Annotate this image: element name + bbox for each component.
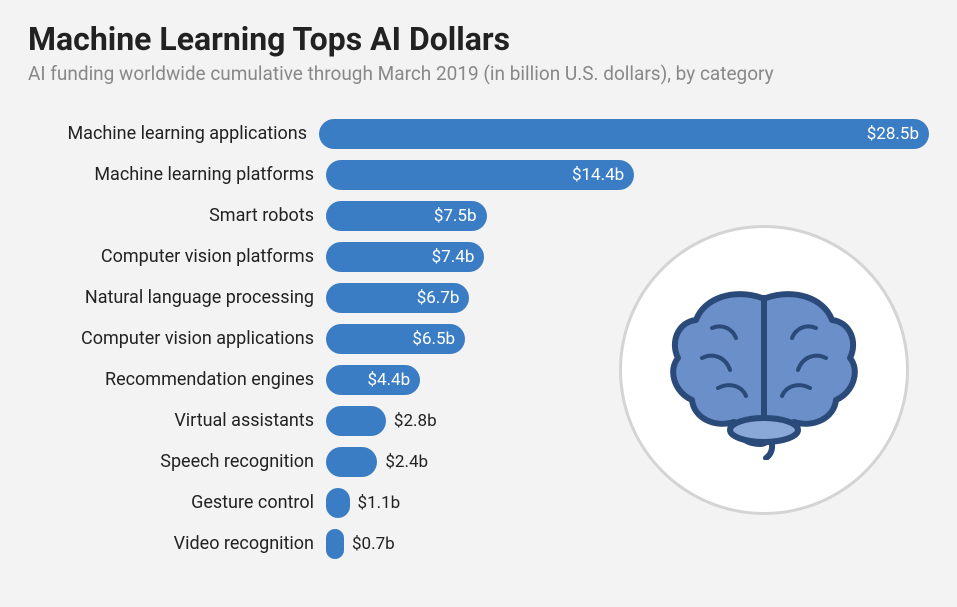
category-label: Virtual assistants [28,410,326,431]
bar: $6.5b [326,324,465,354]
chart-row: Machine learning applications $28.5b [28,113,929,154]
category-label: Machine learning applications [28,123,319,144]
brain-icon [664,280,864,460]
bar [326,406,386,436]
category-label: Computer vision applications [28,328,326,349]
bar: $7.5b [326,201,487,231]
bar-wrap: $7.5b [326,201,929,231]
value-label: $4.4b [367,370,410,390]
bar [326,529,344,559]
bar-wrap: $0.7b [326,529,929,559]
category-label: Smart robots [28,205,326,226]
value-label: $6.7b [417,288,460,308]
value-label: $14.4b [572,165,624,185]
bar: $28.5b [319,119,929,149]
chart-row: Machine learning platforms $14.4b [28,154,929,195]
chart-container: Machine Learning Tops AI Dollars AI fund… [0,0,957,607]
value-label: $2.8b [394,411,437,431]
category-label: Speech recognition [28,451,326,472]
category-label: Recommendation engines [28,369,326,390]
bar-wrap: $14.4b [326,160,929,190]
bar: $6.7b [326,283,469,313]
value-label: $2.4b [385,452,428,472]
brain-badge [619,225,909,515]
value-label: $6.5b [412,329,455,349]
category-label: Computer vision platforms [28,246,326,267]
category-label: Gesture control [28,492,326,513]
bar [326,488,350,518]
bar [326,447,377,477]
value-label: $28.5b [867,124,919,144]
bar: $14.4b [326,160,634,190]
value-label: $7.4b [432,247,475,267]
page-subtitle: AI funding worldwide cumulative through … [28,62,929,85]
value-label: $1.1b [358,493,401,513]
bar: $4.4b [326,365,420,395]
category-label: Machine learning platforms [28,164,326,185]
value-label: $7.5b [434,206,477,226]
chart-row: Video recognition $0.7b [28,523,929,564]
page-title: Machine Learning Tops AI Dollars [28,20,929,58]
value-label: $0.7b [352,534,395,554]
category-label: Natural language processing [28,287,326,308]
category-label: Video recognition [28,533,326,554]
bar-wrap: $28.5b [319,119,929,149]
bar: $7.4b [326,242,484,272]
